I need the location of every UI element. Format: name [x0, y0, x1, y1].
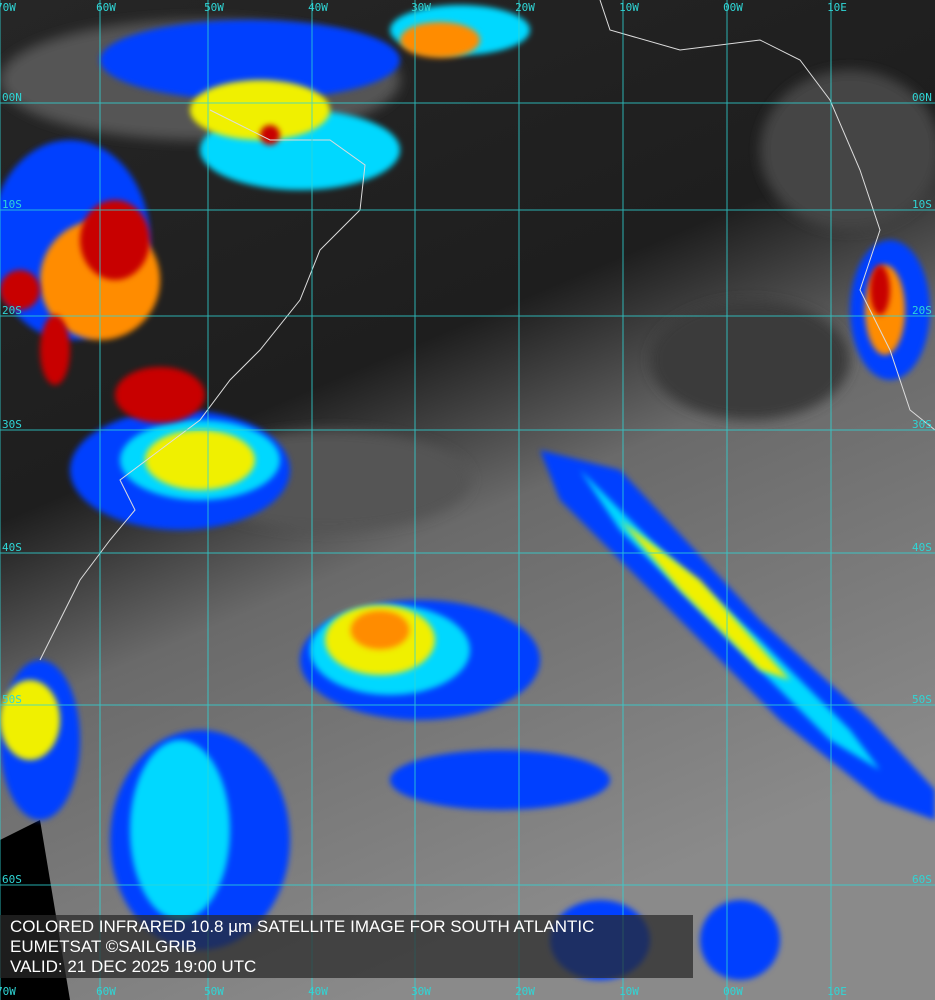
- latitude-label: 30S: [2, 418, 22, 431]
- latitude-label: 30S: [912, 418, 932, 431]
- longitude-label: 70W: [0, 1, 16, 14]
- longitude-label: 00W: [723, 985, 743, 998]
- longitude-label: 60W: [96, 985, 116, 998]
- caption-box: COLORED INFRARED 10.8 µm SATELLITE IMAGE…: [0, 915, 693, 978]
- longitude-label: 00W: [723, 1, 743, 14]
- cloud-layer-red: [0, 125, 890, 423]
- longitude-label: 10W: [619, 1, 639, 14]
- longitude-label: 30W: [411, 985, 431, 998]
- latitude-label: 60S: [912, 873, 932, 886]
- caption-valid-time: VALID: 21 DEC 2025 19:00 UTC: [10, 957, 257, 976]
- caption-title: COLORED INFRARED 10.8 µm SATELLITE IMAGE…: [10, 917, 595, 936]
- longitude-label: 70W: [0, 985, 16, 998]
- latitude-label: 50S: [2, 693, 22, 706]
- latitude-label: 00N: [912, 91, 932, 104]
- longitude-label: 30W: [411, 1, 431, 14]
- longitude-label: 10W: [619, 985, 639, 998]
- latitude-label: 40S: [2, 541, 22, 554]
- longitude-label: 50W: [204, 985, 224, 998]
- latitude-label: 20S: [912, 304, 932, 317]
- latitude-label: 20S: [2, 304, 22, 317]
- longitude-label: 60W: [96, 1, 116, 14]
- longitude-label: 20W: [515, 1, 535, 14]
- latitude-label: 10S: [912, 198, 932, 211]
- longitude-label: 40W: [308, 985, 328, 998]
- longitude-label: 40W: [308, 1, 328, 14]
- latitude-label: 10S: [2, 198, 22, 211]
- latitude-label: 00N: [2, 91, 22, 104]
- longitude-label: 10E: [827, 985, 847, 998]
- longitude-label: 50W: [204, 1, 224, 14]
- latitude-label: 50S: [912, 693, 932, 706]
- longitude-label: 10E: [827, 1, 847, 14]
- longitude-label: 20W: [515, 985, 535, 998]
- caption-source: EUMETSAT ©SAILGRIB: [10, 937, 197, 956]
- latitude-label: 60S: [2, 873, 22, 886]
- latitude-label: 40S: [912, 541, 932, 554]
